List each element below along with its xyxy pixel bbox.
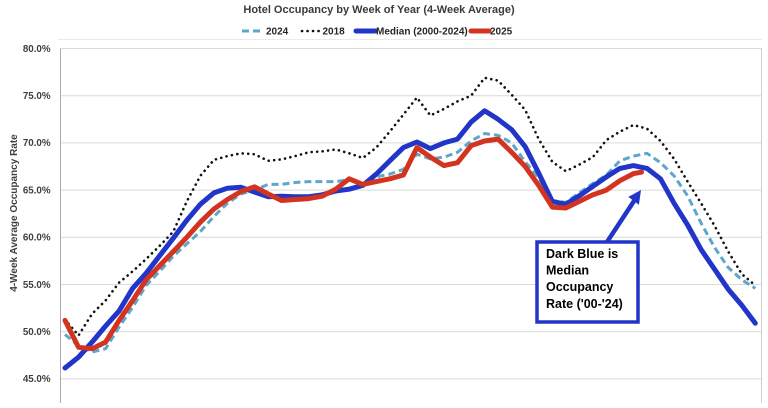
svg-text:Median (2000-2024): Median (2000-2024)	[376, 27, 468, 38]
svg-text:65.0%: 65.0%	[23, 185, 51, 196]
svg-text:2025: 2025	[490, 27, 513, 38]
svg-text:70.0%: 70.0%	[23, 138, 51, 149]
svg-text:45.0%: 45.0%	[23, 374, 51, 385]
svg-text:50.0%: 50.0%	[23, 327, 51, 338]
svg-text:Median: Median	[546, 264, 589, 278]
svg-text:Occupancy: Occupancy	[546, 280, 613, 294]
svg-text:75.0%: 75.0%	[23, 91, 51, 102]
svg-text:Rate ('00-'24): Rate ('00-'24)	[546, 297, 623, 311]
svg-text:Dark Blue is: Dark Blue is	[546, 247, 618, 261]
svg-text:60.0%: 60.0%	[23, 233, 51, 244]
svg-text:2024: 2024	[266, 27, 289, 38]
svg-text:55.0%: 55.0%	[23, 280, 51, 291]
svg-text:2018: 2018	[323, 27, 346, 38]
svg-text:Hotel Occupancy by Week of Yea: Hotel Occupancy by Week of Year (4-Week …	[243, 4, 515, 16]
svg-text:80.0%: 80.0%	[23, 44, 51, 55]
svg-text:4-Week Average Occupancy Rate: 4-Week Average Occupancy Rate	[9, 134, 20, 292]
